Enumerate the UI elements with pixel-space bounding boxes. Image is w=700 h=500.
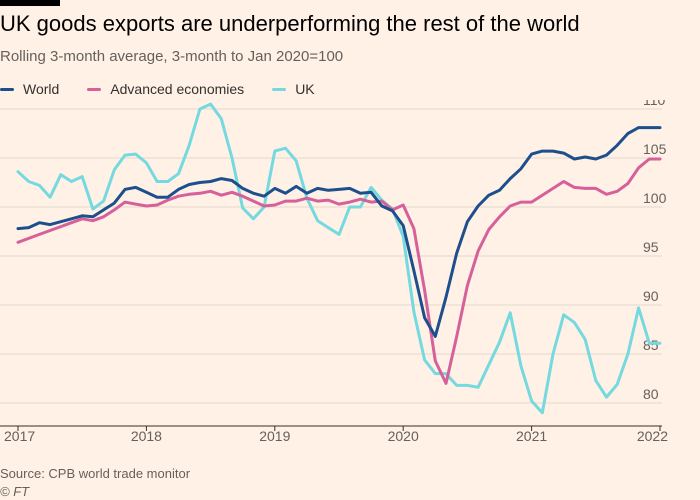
- x-tick-label: 2022: [637, 428, 668, 444]
- x-tick-label: 2017: [4, 428, 35, 444]
- y-tick-label: 90: [643, 288, 659, 304]
- legend-item-uk: UK: [272, 81, 315, 97]
- y-tick-label: 95: [643, 239, 659, 255]
- y-tick-label: 110: [643, 100, 666, 108]
- legend-item-world: World: [0, 81, 59, 97]
- chart-subtitle: Rolling 3-month average, 3-month to Jan …: [0, 48, 344, 65]
- legend-label-uk: UK: [295, 81, 315, 97]
- legend-swatch-world: [0, 87, 14, 91]
- brand-bar: [0, 0, 60, 6]
- source-note: Source: CPB world trade monitor: [0, 466, 191, 481]
- legend-label-advanced-economies: Advanced economies: [110, 81, 245, 97]
- legend-label-world: World: [23, 81, 60, 97]
- credit-note: © FT: [0, 484, 30, 499]
- x-tick-label: 2019: [259, 428, 290, 444]
- legend-swatch-advanced-economies: [87, 87, 102, 91]
- line-chart: 80 85 90 95 100 105 110 2017 2018 2019 2020 2021 202…: [0, 100, 668, 444]
- y-tick-label: 85: [643, 337, 659, 353]
- legend-swatch-uk: [272, 87, 287, 91]
- x-tick-label: 2020: [388, 428, 419, 444]
- y-tick-label: 80: [643, 386, 659, 402]
- x-tick-label: 2021: [516, 428, 547, 444]
- series-line-world: [16, 126, 662, 338]
- legend: World Advanced economies UK: [0, 79, 343, 99]
- y-tick-label: 105: [643, 141, 667, 157]
- series-line-advanced-economies: [16, 157, 662, 385]
- legend-item-advanced-economies: Advanced economies: [87, 81, 244, 97]
- x-tick-label: 2018: [131, 428, 162, 444]
- chart-title: UK goods exports are underperforming the…: [0, 11, 580, 36]
- y-tick-label: 100: [643, 190, 667, 206]
- series-line-uk: [16, 102, 662, 415]
